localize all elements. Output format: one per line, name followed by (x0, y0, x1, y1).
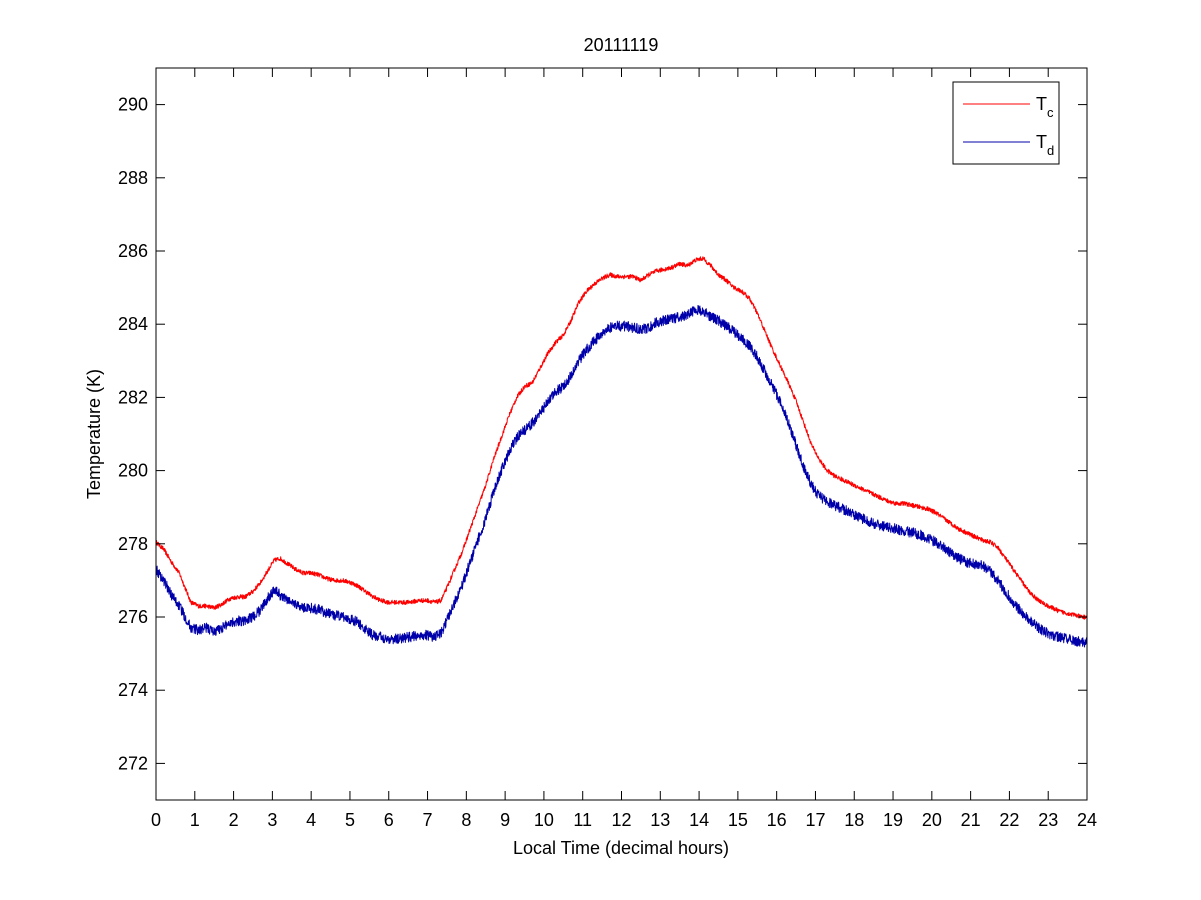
x-tick-label: 16 (767, 810, 787, 830)
x-tick-label: 21 (961, 810, 981, 830)
y-tick-label: 276 (118, 607, 148, 627)
x-tick-label: 19 (883, 810, 903, 830)
x-tick-label: 6 (384, 810, 394, 830)
legend-label-tc-main: T (1036, 94, 1047, 114)
x-tick-label: 8 (461, 810, 471, 830)
legend-label-td: Td (1036, 132, 1054, 158)
y-tick-label: 282 (118, 387, 148, 407)
y-tick-label: 280 (118, 461, 148, 481)
y-tick-label: 286 (118, 241, 148, 261)
x-axis-label: Local Time (decimal hours) (513, 838, 729, 858)
x-tick-label: 0 (151, 810, 161, 830)
legend-label-td-main: T (1036, 132, 1047, 152)
chart-title: 20111119 (584, 35, 659, 55)
x-tick-label: 20 (922, 810, 942, 830)
x-tick-label: 22 (999, 810, 1019, 830)
x-tick-label: 10 (534, 810, 554, 830)
x-tick-label: 2 (229, 810, 239, 830)
legend-box (952, 81, 1060, 165)
x-tick-label: 18 (844, 810, 864, 830)
y-tick-label: 274 (118, 680, 148, 700)
x-tick-label: 9 (500, 810, 510, 830)
y-tick-label: 278 (118, 534, 148, 554)
x-tick-label: 5 (345, 810, 355, 830)
x-tick-label: 24 (1077, 810, 1097, 830)
legend-label-tc: Tc (1036, 94, 1054, 120)
y-tick-label: 290 (118, 95, 148, 115)
y-tick-label: 272 (118, 753, 148, 773)
legend-label-tc-subscript: c (1047, 105, 1054, 120)
series-line-tc (155, 256, 1088, 620)
series-layer (155, 256, 1088, 648)
x-tick-label: 4 (306, 810, 316, 830)
x-tick-label: 14 (689, 810, 709, 830)
x-tick-label: 23 (1038, 810, 1058, 830)
x-tick-label: 7 (423, 810, 433, 830)
x-tick-label: 3 (267, 810, 277, 830)
x-tick-label: 13 (650, 810, 670, 830)
x-tick-label: 1 (190, 810, 200, 830)
y-tick-label: 284 (118, 314, 148, 334)
x-tick-label: 17 (805, 810, 825, 830)
legend: Tc Td (952, 81, 1060, 165)
legend-label-td-subscript: d (1047, 143, 1054, 158)
series-line-td (155, 305, 1088, 648)
tick-layer: 0 1 2 3 4 5 6 7 8 9 10 11 12 13 14 15 16 17 18 19 20 21 22 23 24… (118, 68, 1097, 830)
y-axis-label: Temperature (K) (84, 369, 104, 499)
x-tick-label: 11 (573, 810, 592, 830)
y-tick-label: 288 (118, 168, 148, 188)
x-tick-label: 15 (728, 810, 748, 830)
x-tick-label: 12 (611, 810, 631, 830)
